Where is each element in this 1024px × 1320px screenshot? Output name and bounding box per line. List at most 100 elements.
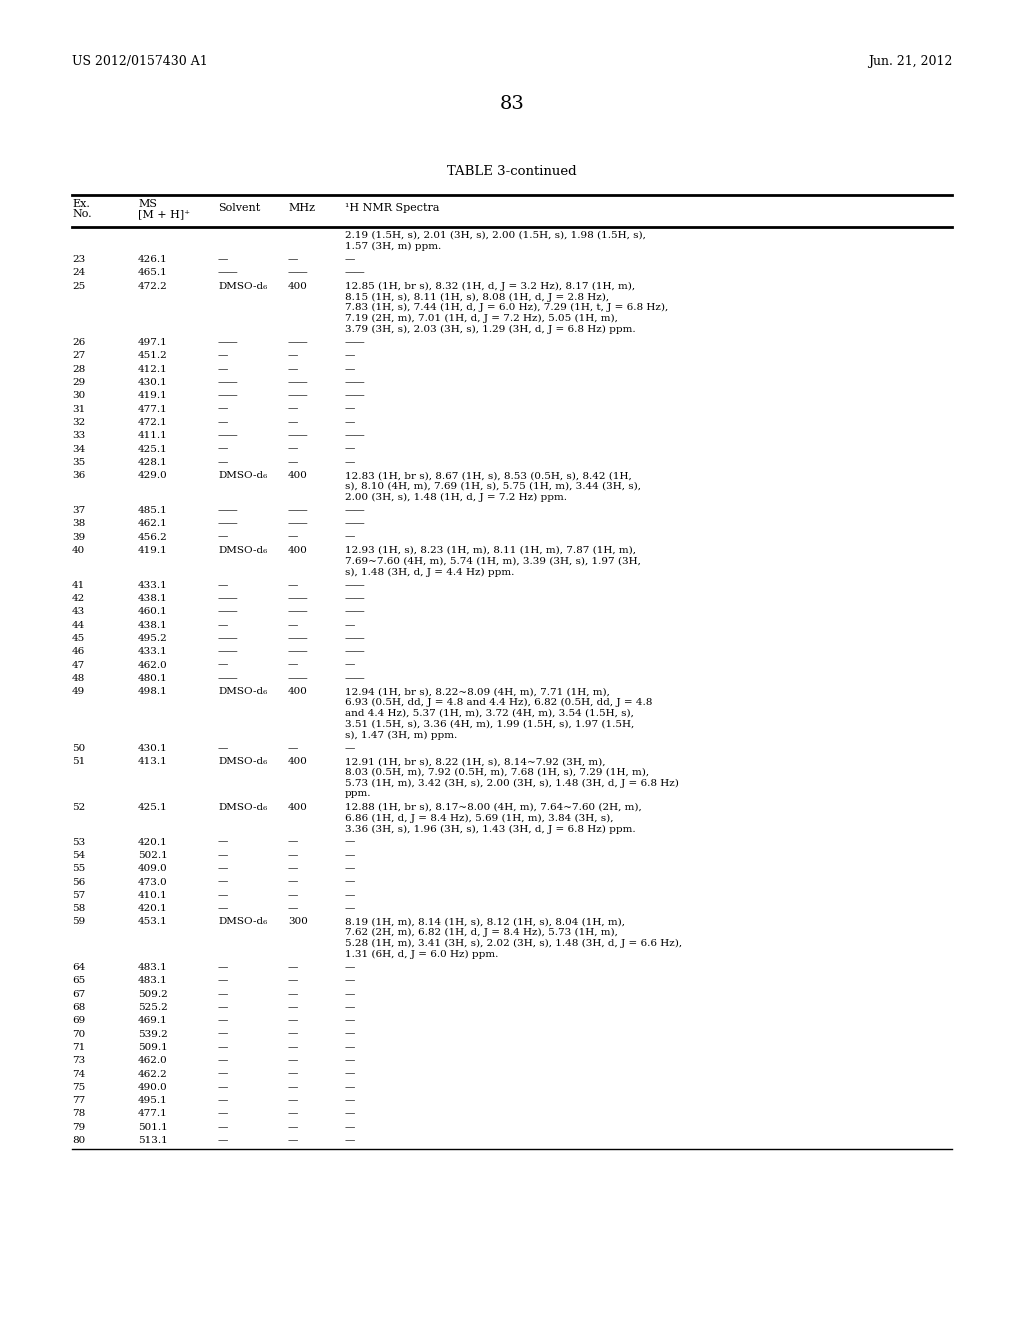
Text: 497.1: 497.1 <box>138 338 168 347</box>
Text: —: — <box>218 1096 228 1105</box>
Text: 429.0: 429.0 <box>138 471 168 480</box>
Text: 472.1: 472.1 <box>138 418 168 426</box>
Text: —: — <box>218 743 228 752</box>
Text: —: — <box>288 445 298 454</box>
Text: DMSO-d₆: DMSO-d₆ <box>218 758 267 766</box>
Text: 68: 68 <box>72 1003 85 1012</box>
Text: —: — <box>288 1110 298 1118</box>
Text: ——: —— <box>345 607 366 616</box>
Text: ——: —— <box>345 378 366 387</box>
Text: 64: 64 <box>72 964 85 973</box>
Text: 29: 29 <box>72 378 85 387</box>
Text: 48: 48 <box>72 675 85 682</box>
Text: ——: —— <box>345 268 366 277</box>
Text: —: — <box>345 1030 355 1039</box>
Text: —: — <box>345 418 355 426</box>
Text: DMSO-d₆: DMSO-d₆ <box>218 917 267 927</box>
Text: ——: —— <box>218 432 239 441</box>
Text: —: — <box>345 620 355 630</box>
Text: 400: 400 <box>288 471 308 480</box>
Text: 469.1: 469.1 <box>138 1016 168 1026</box>
Text: —: — <box>218 838 228 846</box>
Text: —: — <box>288 620 298 630</box>
Text: 70: 70 <box>72 1030 85 1039</box>
Text: 45: 45 <box>72 634 85 643</box>
Text: ——: —— <box>345 432 366 441</box>
Text: 451.2: 451.2 <box>138 351 168 360</box>
Text: 12.93 (1H, s), 8.23 (1H, m), 8.11 (1H, m), 7.87 (1H, m),: 12.93 (1H, s), 8.23 (1H, m), 8.11 (1H, m… <box>345 546 636 554</box>
Text: —: — <box>288 255 298 264</box>
Text: 3.79 (3H, s), 2.03 (3H, s), 1.29 (3H, d, J = 6.8 Hz) ppm.: 3.79 (3H, s), 2.03 (3H, s), 1.29 (3H, d,… <box>345 325 636 334</box>
Text: 501.1: 501.1 <box>138 1123 168 1131</box>
Text: 498.1: 498.1 <box>138 688 168 696</box>
Text: 485.1: 485.1 <box>138 506 168 515</box>
Text: 409.0: 409.0 <box>138 865 168 874</box>
Text: 525.2: 525.2 <box>138 1003 168 1012</box>
Text: 490.0: 490.0 <box>138 1082 168 1092</box>
Text: TABLE 3-continued: TABLE 3-continued <box>447 165 577 178</box>
Text: —: — <box>218 1016 228 1026</box>
Text: 420.1: 420.1 <box>138 904 168 913</box>
Text: 2.19 (1.5H, s), 2.01 (3H, s), 2.00 (1.5H, s), 1.98 (1.5H, s),: 2.19 (1.5H, s), 2.01 (3H, s), 2.00 (1.5H… <box>345 231 646 240</box>
Text: 36: 36 <box>72 471 85 480</box>
Text: 2.00 (3H, s), 1.48 (1H, d, J = 7.2 Hz) ppm.: 2.00 (3H, s), 1.48 (1H, d, J = 7.2 Hz) p… <box>345 492 567 502</box>
Text: 8.15 (1H, s), 8.11 (1H, s), 8.08 (1H, d, J = 2.8 Hz),: 8.15 (1H, s), 8.11 (1H, s), 8.08 (1H, d,… <box>345 293 609 302</box>
Text: —: — <box>288 351 298 360</box>
Text: 23: 23 <box>72 255 85 264</box>
Text: ——: —— <box>288 634 309 643</box>
Text: 473.0: 473.0 <box>138 878 168 887</box>
Text: 58: 58 <box>72 904 85 913</box>
Text: 465.1: 465.1 <box>138 268 168 277</box>
Text: s), 1.47 (3H, m) ppm.: s), 1.47 (3H, m) ppm. <box>345 730 458 739</box>
Text: ——: —— <box>218 607 239 616</box>
Text: —: — <box>218 1082 228 1092</box>
Text: —: — <box>345 851 355 861</box>
Text: 456.2: 456.2 <box>138 533 168 541</box>
Text: —: — <box>218 964 228 973</box>
Text: 412.1: 412.1 <box>138 364 168 374</box>
Text: 509.1: 509.1 <box>138 1043 168 1052</box>
Text: —: — <box>345 255 355 264</box>
Text: —: — <box>288 364 298 374</box>
Text: —: — <box>288 838 298 846</box>
Text: 43: 43 <box>72 607 85 616</box>
Text: —: — <box>218 878 228 887</box>
Text: DMSO-d₆: DMSO-d₆ <box>218 471 267 480</box>
Text: 6.86 (1H, d, J = 8.4 Hz), 5.69 (1H, m), 3.84 (3H, s),: 6.86 (1H, d, J = 8.4 Hz), 5.69 (1H, m), … <box>345 813 613 822</box>
Text: 73: 73 <box>72 1056 85 1065</box>
Text: —: — <box>218 1030 228 1039</box>
Text: 49: 49 <box>72 688 85 696</box>
Text: —: — <box>345 405 355 413</box>
Text: 57: 57 <box>72 891 85 900</box>
Text: 419.1: 419.1 <box>138 392 168 400</box>
Text: —: — <box>345 977 355 986</box>
Text: —: — <box>345 1056 355 1065</box>
Text: 495.1: 495.1 <box>138 1096 168 1105</box>
Text: —: — <box>288 904 298 913</box>
Text: —: — <box>288 1056 298 1065</box>
Text: 65: 65 <box>72 977 85 986</box>
Text: —: — <box>345 1043 355 1052</box>
Text: MS: MS <box>138 199 157 209</box>
Text: DMSO-d₆: DMSO-d₆ <box>218 688 267 696</box>
Text: 75: 75 <box>72 1082 85 1092</box>
Text: —: — <box>288 990 298 999</box>
Text: ——: —— <box>218 519 239 528</box>
Text: 472.2: 472.2 <box>138 281 168 290</box>
Text: 50: 50 <box>72 743 85 752</box>
Text: 41: 41 <box>72 581 85 590</box>
Text: —: — <box>288 1082 298 1092</box>
Text: 8.19 (1H, m), 8.14 (1H, s), 8.12 (1H, s), 8.04 (1H, m),: 8.19 (1H, m), 8.14 (1H, s), 8.12 (1H, s)… <box>345 917 625 927</box>
Text: 495.2: 495.2 <box>138 634 168 643</box>
Text: ——: —— <box>345 594 366 603</box>
Text: —: — <box>288 1123 298 1131</box>
Text: —: — <box>218 405 228 413</box>
Text: ——: —— <box>345 581 366 590</box>
Text: 34: 34 <box>72 445 85 454</box>
Text: —: — <box>288 743 298 752</box>
Text: —: — <box>288 1137 298 1144</box>
Text: —: — <box>288 1016 298 1026</box>
Text: 83: 83 <box>500 95 524 114</box>
Text: ——: —— <box>288 594 309 603</box>
Text: 426.1: 426.1 <box>138 255 168 264</box>
